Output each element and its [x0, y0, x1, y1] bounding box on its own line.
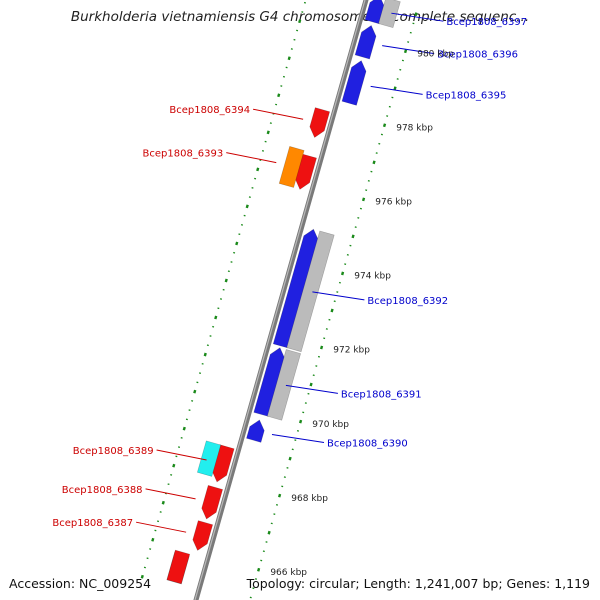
ruler-tick: [288, 456, 292, 461]
gene-label: Bcep1808_6397: [446, 17, 527, 28]
gene-Bcep1808_6396: [354, 25, 377, 60]
chromosome-backbone: [193, 0, 369, 600]
gene-labels: Bcep1808_6387 Bcep1808_6388 Bcep1808_6389 B…: [52, 12, 527, 533]
label-leader: [253, 108, 304, 120]
label-leader: [136, 521, 187, 533]
label-leader: [370, 85, 423, 95]
ruler-tick: [151, 537, 155, 542]
label-leader: [271, 433, 325, 443]
gene-block: [378, 0, 401, 29]
ruler-tick: [257, 567, 261, 572]
gene-label: Bcep1808_6395: [426, 90, 507, 101]
ruler-tick-label: 976 kbp: [375, 198, 412, 208]
gene-Bcep1808_6387: [192, 520, 214, 551]
ruler-tick-label: 980 kbp: [417, 49, 454, 59]
ruler-tick: [298, 19, 302, 24]
accession-label: Accession: NC_009254: [9, 576, 152, 591]
ruler-tick-label: 970 kbp: [312, 420, 349, 430]
ruler-tick: [182, 426, 186, 431]
ruler-tick: [340, 271, 345, 276]
map-title: Burkholderia vietnamiensis G4 chromosome…: [70, 9, 530, 25]
ruler-tick: [203, 352, 207, 357]
gene-label: Bcep1808_6388: [62, 485, 143, 496]
gene-label: Bcep1808_6396: [437, 50, 518, 61]
ruler-tick: [256, 167, 260, 172]
gene-label: Bcep1808_6391: [341, 389, 422, 400]
gene-Bcep1808_6390: [246, 419, 265, 443]
ruler-tick: [245, 204, 249, 209]
gene-label: Bcep1808_6394: [169, 105, 250, 116]
ruler-tick: [299, 419, 303, 424]
ruler-tick: [193, 389, 197, 394]
gene-block: [196, 440, 222, 477]
ruler-tick: [351, 234, 355, 239]
ruler-tick: [287, 56, 291, 61]
ruler-tick: [309, 382, 313, 387]
ruler-tick-label: 968 kbp: [291, 494, 328, 504]
gene-features: [166, 0, 401, 585]
label-leader: [156, 449, 207, 461]
ruler-tick: [140, 574, 144, 579]
ruler-tick: [172, 463, 176, 468]
gene-Bcep1808_6393: [278, 146, 305, 188]
gene-block: [166, 549, 191, 585]
gene-Bcep1808_6395: [341, 60, 367, 106]
ruler-tick: [267, 530, 271, 535]
ruler-tick: [393, 86, 397, 91]
ruler-tick: [319, 345, 324, 350]
ruler-tick: [277, 93, 281, 98]
ruler-tick-label: 966 kbp: [270, 568, 307, 578]
ruler-tick-labels: 966 kbp 968 kbp 970 kbp 972 kbp 974 kbp 976 k…: [270, 49, 454, 578]
ruler-tick: [278, 493, 282, 498]
gene-label: Bcep1808_6389: [73, 446, 154, 457]
ruler-left-track: [140, 1, 306, 579]
ruler-right-track: [249, 12, 418, 599]
ruler-tick-label: 972 kbp: [333, 346, 370, 356]
ruler-tick: [214, 315, 218, 320]
gene-label: Bcep1808_6392: [367, 296, 448, 307]
label-leader: [226, 152, 277, 164]
ruler-tick: [161, 500, 165, 505]
ruler-tick: [382, 123, 387, 128]
gene-label: Bcep1808_6393: [143, 149, 224, 160]
label-leader: [285, 384, 338, 394]
label-leader: [312, 291, 365, 301]
ruler-tick: [414, 12, 418, 17]
gene-block: [266, 349, 302, 421]
label-leader: [391, 12, 444, 22]
label-leader: [145, 488, 196, 500]
label-leader: [382, 45, 435, 55]
gene-block: [286, 230, 335, 353]
ruler-tick: [224, 278, 228, 283]
gene-label: Bcep1808_6387: [52, 518, 133, 529]
ruler-tick: [330, 308, 334, 313]
gene-Bcep1808_6388: [201, 485, 223, 520]
topology-label: Topology: circular; Length: 1,241,007 bp…: [246, 576, 590, 591]
ruler-tick: [361, 197, 366, 202]
ruler-tick: [403, 49, 408, 54]
backbone-line: [193, 0, 369, 600]
ruler-tick-label: 974 kbp: [354, 272, 391, 282]
ruler-tick-label: 978 kbp: [396, 123, 433, 133]
backbone-highlight: [194, 0, 366, 600]
gene-label: Bcep1808_6390: [327, 438, 408, 449]
ruler-tick: [235, 241, 239, 246]
ruler-tick: [266, 130, 270, 135]
gene-Bcep1808_6394: [309, 107, 331, 138]
ruler-tick: [372, 160, 376, 165]
